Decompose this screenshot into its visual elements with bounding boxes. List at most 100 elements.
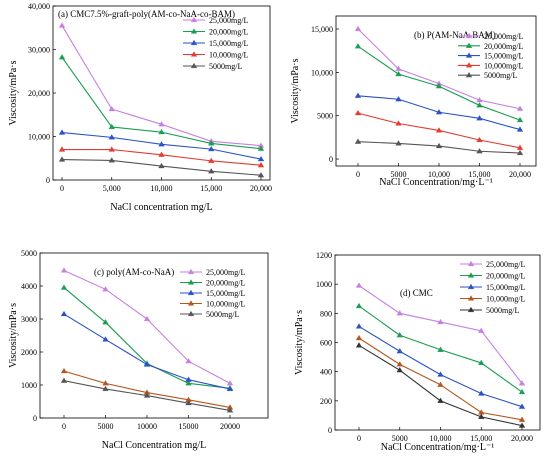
x-tick-label: 20000 [220,422,240,431]
y-tick-label: 3000 [21,315,37,324]
x-tick-label: 0 [357,434,361,443]
data-point [435,127,443,133]
y-tick-label: 0 [33,414,37,423]
legend: 25,000mg/L20,000mg/L15,000mg/L10,000mg/L… [460,260,525,315]
x-tick-label: 15,000 [200,184,222,193]
data-point [158,141,165,147]
data-point [516,116,524,123]
legend-label: 5000mg/L [209,62,242,71]
y-tick-label: 200 [320,397,332,406]
series-line [63,313,231,390]
legend: 25,000mg/L20,000mg/L15,000mg/L10,000mg/L… [458,32,523,80]
data-point [354,92,362,98]
data-point [354,109,362,116]
y-tick-label: 10,000 [311,68,333,77]
data-point [257,172,265,178]
legend-item: 25,000mg/L [180,268,245,277]
x-tick-label: 20,000 [511,434,533,443]
chart-panel-d: 0 200 400 600 800 1000 1200 0 5000 10,000 15,000 20… [294,251,541,453]
data-point [108,146,115,152]
legend-item: 5000mg/L [183,62,242,71]
data-point [143,392,151,398]
y-tick-label: 30,000 [28,46,50,55]
data-point [396,348,403,354]
x-tick-label: 15,000 [470,434,492,443]
x-tick-label: 0 [356,170,360,179]
data-point [354,138,362,144]
data-point [226,385,234,392]
legend-label: 15,000mg/L [209,39,248,48]
legend-item: 15,000mg/L [183,39,248,48]
data-point [60,267,68,273]
legend-item: 10,000mg/L [460,295,525,304]
legend-item: 5000mg/L [180,310,239,319]
y-tick-label: 1200 [316,251,332,260]
legend-item: 5000mg/L [460,306,519,315]
x-tick-label: 5000 [98,422,114,431]
chart-panel-a: 0 10,000 20,000 30,000 40,000 0 5,000 10,000 15,… [8,2,272,213]
legend-swatch-marker [187,300,195,306]
data-point [58,156,66,162]
data-point [108,134,115,140]
legend-swatch-marker [465,72,473,78]
data-point [354,43,362,49]
data-point [102,319,109,325]
legend-item: 15,000mg/L [180,289,245,298]
x-axis-label: NaCl concentration mg/L [110,202,212,213]
y-axis-label: Viscosity/mPa·s [8,60,19,125]
y-tick-label: 4000 [21,282,37,291]
data-point [395,96,402,102]
data-point [476,96,483,103]
x-tick-label: 10000 [137,422,157,431]
plot-frame [39,252,269,419]
data-point [516,144,524,150]
legend-swatch-marker [187,268,195,275]
data-point [158,121,165,127]
data-point [435,142,443,149]
legend-swatch-marker [467,306,475,313]
data-point [58,54,66,60]
data-point [478,359,485,365]
y-tick-label: 400 [320,368,332,377]
series-0 [60,267,234,386]
legend-swatch-marker [187,310,195,317]
x-tick-label: 15,000 [469,170,491,179]
data-point [208,145,215,152]
legend-label: 25,000mg/L [209,16,248,25]
legend-item: 25,000mg/L [458,32,523,41]
y-axis-label: Viscosity/mPa·s [8,303,19,368]
data-point [257,155,265,162]
chart-title: (c) poly(AM-co-NaA) [94,267,174,277]
series-4 [354,138,524,156]
legend: 25,000mg/L20,000mg/L15,000mg/L10,000mg/L… [180,268,245,319]
data-point [60,367,68,374]
y-tick-label: 0 [329,155,333,164]
data-point [518,403,526,409]
data-point [143,315,151,322]
series-0 [58,22,265,148]
data-point [102,286,109,292]
legend-label: 5000mg/L [486,306,519,315]
data-point [185,376,192,382]
legend-label: 10,000mg/L [484,61,523,70]
data-point [354,25,362,32]
data-point [355,342,363,348]
series-0 [355,282,526,386]
legend-item: 10,000mg/L [458,61,523,70]
data-point [185,399,192,406]
chart-panel-c: 0 1000 2000 3000 4000 5000 0 5000 10000 15000 2000… [8,249,269,451]
x-axis-label: NaCl Concentration mg/L [102,440,206,451]
y-tick-label: 600 [320,339,332,348]
data-point [478,390,485,396]
legend-label: 5000mg/L [206,310,239,319]
chart-title: (d) CMC [400,288,433,298]
legend-label: 10,000mg/L [206,300,245,309]
series-2 [60,310,234,392]
data-point [226,407,234,413]
series-2 [355,323,526,409]
legend-label: 10,000mg/L [486,295,525,304]
legend-swatch-marker [187,279,195,285]
legend-swatch-marker [465,52,473,58]
chart-panel-b: 0 5000 10,000 15,000 0 5000 10,000 15,000 20,000… [290,15,537,188]
data-point [60,377,68,383]
